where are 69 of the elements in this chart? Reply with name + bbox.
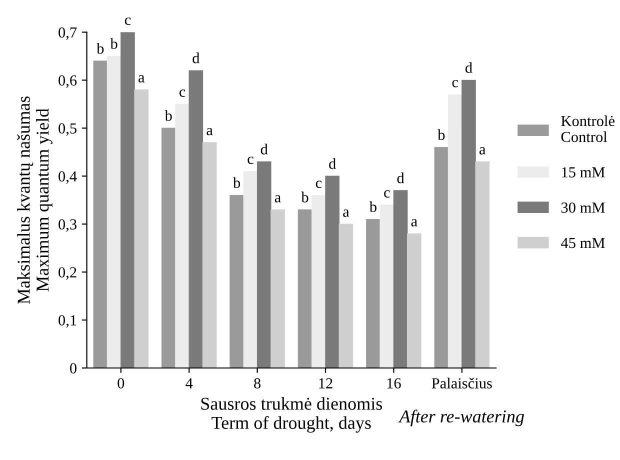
data-label: a — [343, 209, 350, 217]
bar — [366, 218, 380, 368]
bar — [202, 142, 217, 368]
data-label: a — [138, 75, 145, 82]
y-tick-label: 0,6 — [58, 75, 77, 88]
x-tick-label: Palaisčius — [432, 378, 492, 388]
legend-label: 15 mM — [562, 167, 605, 178]
data-label: a — [480, 147, 486, 154]
x-tick-label: 8 — [254, 378, 261, 388]
text: After re-watering — [398, 410, 524, 426]
data-label: c — [179, 90, 186, 97]
bar — [120, 32, 135, 368]
bar — [462, 80, 476, 368]
bar — [434, 146, 449, 368]
bar — [448, 94, 462, 368]
data-label: b — [233, 177, 240, 188]
y-tick-label: 0 — [70, 363, 76, 374]
data-label: c — [124, 18, 131, 25]
x-tick-label: 0 — [118, 378, 124, 388]
data-label: b — [369, 201, 376, 212]
y-tick-label: 0,4 — [58, 171, 77, 184]
data-label: d — [329, 158, 336, 169]
data-label: d — [465, 62, 472, 73]
bar — [325, 176, 340, 368]
x-tick-label: 16 — [387, 378, 401, 388]
bar — [243, 170, 258, 368]
data-label: a — [206, 128, 213, 136]
data-label: c — [384, 190, 390, 198]
bar — [380, 204, 394, 368]
x-axis-title: Sausros trukmė dienomis Term of drought, days — [201, 397, 382, 433]
data-label: d — [260, 144, 268, 154]
data-label: b — [164, 110, 172, 121]
bar — [393, 190, 408, 368]
x-tick-label: 12 — [319, 378, 332, 388]
y-tick-label: 0,3 — [58, 219, 76, 232]
bar — [475, 161, 490, 368]
data-label: a — [411, 219, 418, 226]
data-label: c — [316, 180, 322, 188]
data-label: c — [452, 80, 458, 88]
bar — [298, 209, 312, 368]
bar — [312, 194, 326, 368]
bar — [175, 104, 190, 368]
bar — [256, 161, 272, 368]
data-label: b — [110, 38, 118, 49]
data-label: b — [438, 129, 445, 140]
bar — [93, 60, 108, 368]
data-label: d — [192, 52, 200, 64]
legend-label: Kontrolė Control — [561, 115, 614, 142]
y-axis-title: Maksimalus kvantų našumas Maximum quantum yield — [17, 96, 52, 304]
bar — [161, 128, 176, 368]
legend-label: 45 mM — [561, 238, 605, 248]
data-label: d — [397, 172, 404, 184]
bar — [406, 233, 422, 368]
data-label: c — [248, 156, 254, 164]
data-label: b — [301, 192, 308, 202]
data-label: b — [96, 42, 104, 54]
bar — [188, 70, 204, 368]
y-tick-label: 0,2 — [58, 267, 76, 280]
bar — [134, 89, 149, 368]
bar — [338, 224, 354, 368]
bar — [106, 56, 122, 368]
data-label: a — [274, 195, 281, 202]
bar — [230, 194, 244, 368]
x-tick-label: 4 — [186, 378, 193, 388]
y-tick-label: 0,1 — [58, 315, 76, 328]
y-tick-label: 0,5 — [58, 123, 76, 136]
legend-label: 30 mM — [561, 202, 605, 213]
y-tick-label: 0,7 — [58, 27, 77, 40]
bar — [270, 209, 285, 368]
